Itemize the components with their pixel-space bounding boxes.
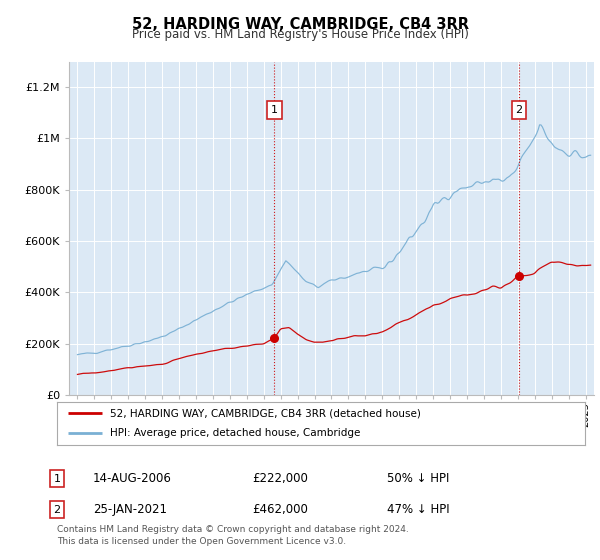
Text: 1: 1 (271, 105, 278, 115)
Text: Contains HM Land Registry data © Crown copyright and database right 2024.
This d: Contains HM Land Registry data © Crown c… (57, 525, 409, 546)
Text: 52, HARDING WAY, CAMBRIDGE, CB4 3RR: 52, HARDING WAY, CAMBRIDGE, CB4 3RR (131, 17, 469, 32)
Text: £462,000: £462,000 (252, 503, 308, 516)
Text: 2: 2 (515, 105, 523, 115)
Text: 1: 1 (53, 474, 61, 484)
Text: £222,000: £222,000 (252, 472, 308, 486)
Text: 47% ↓ HPI: 47% ↓ HPI (387, 503, 449, 516)
Text: HPI: Average price, detached house, Cambridge: HPI: Average price, detached house, Camb… (110, 428, 360, 438)
Text: 25-JAN-2021: 25-JAN-2021 (93, 503, 167, 516)
Text: 14-AUG-2006: 14-AUG-2006 (93, 472, 172, 486)
Text: 52, HARDING WAY, CAMBRIDGE, CB4 3RR (detached house): 52, HARDING WAY, CAMBRIDGE, CB4 3RR (det… (110, 408, 421, 418)
Text: Price paid vs. HM Land Registry's House Price Index (HPI): Price paid vs. HM Land Registry's House … (131, 28, 469, 41)
Text: 2: 2 (53, 505, 61, 515)
Text: 50% ↓ HPI: 50% ↓ HPI (387, 472, 449, 486)
